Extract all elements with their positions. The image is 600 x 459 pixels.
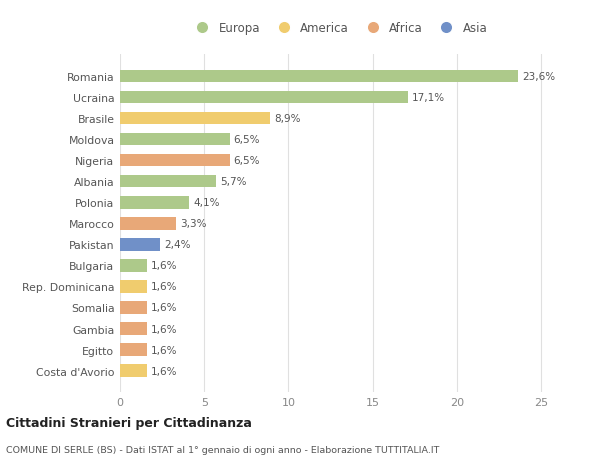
Bar	[120, 175, 216, 188]
Bar	[120, 218, 176, 230]
Bar	[120, 259, 147, 272]
Bar	[120, 302, 147, 314]
Text: Cittadini Stranieri per Cittadinanza: Cittadini Stranieri per Cittadinanza	[6, 416, 252, 429]
Text: 2,4%: 2,4%	[164, 240, 191, 250]
Bar	[120, 91, 408, 104]
Text: 23,6%: 23,6%	[522, 72, 555, 82]
Bar	[120, 154, 229, 167]
Text: 1,6%: 1,6%	[151, 282, 178, 292]
Text: 1,6%: 1,6%	[151, 324, 178, 334]
Bar	[120, 196, 189, 209]
Text: 6,5%: 6,5%	[234, 135, 260, 145]
Bar	[120, 70, 518, 83]
Bar	[120, 134, 229, 146]
Text: 4,1%: 4,1%	[193, 198, 220, 208]
Text: 1,6%: 1,6%	[151, 345, 178, 355]
Legend: Europa, America, Africa, Asia: Europa, America, Africa, Asia	[185, 17, 493, 39]
Text: 1,6%: 1,6%	[151, 366, 178, 376]
Bar	[120, 112, 270, 125]
Bar	[120, 364, 147, 377]
Text: 6,5%: 6,5%	[234, 156, 260, 166]
Text: 1,6%: 1,6%	[151, 261, 178, 271]
Text: 17,1%: 17,1%	[412, 93, 445, 103]
Bar	[120, 323, 147, 335]
Bar	[120, 280, 147, 293]
Text: 8,9%: 8,9%	[274, 114, 301, 124]
Text: 1,6%: 1,6%	[151, 303, 178, 313]
Bar	[120, 343, 147, 356]
Bar	[120, 239, 160, 251]
Text: COMUNE DI SERLE (BS) - Dati ISTAT al 1° gennaio di ogni anno - Elaborazione TUTT: COMUNE DI SERLE (BS) - Dati ISTAT al 1° …	[6, 445, 439, 454]
Text: 5,7%: 5,7%	[220, 177, 247, 187]
Text: 3,3%: 3,3%	[180, 219, 206, 229]
